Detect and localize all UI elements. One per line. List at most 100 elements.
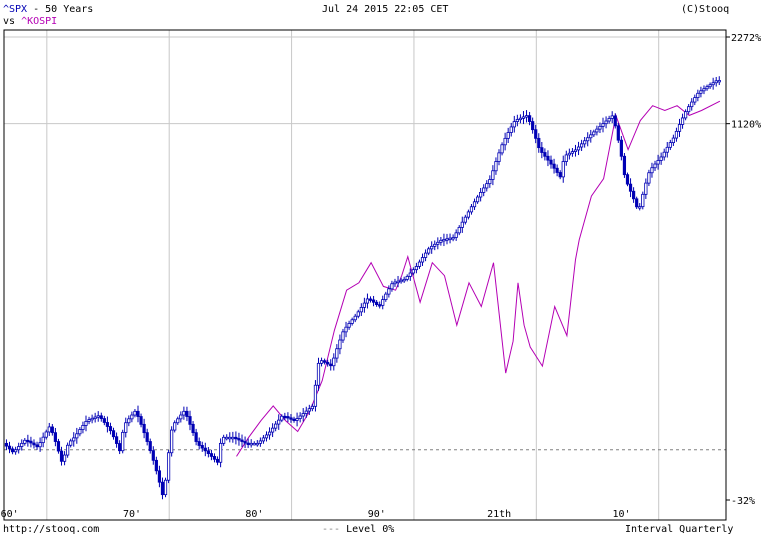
spx-candle-body [669,143,671,148]
spx-candle-body [611,116,613,119]
spx-candle-body [284,416,286,418]
spx-candle-body [415,266,417,269]
spx-candle-body [219,443,221,462]
spx-candle-body [372,300,374,302]
spx-candle-body [97,416,99,418]
spx-candle-body [608,118,610,121]
spx-candle-body [544,153,546,157]
spx-candle-body [504,138,506,144]
spx-candle-body [354,316,356,320]
spx-candle-body [69,441,71,445]
spx-candle-body [712,83,714,85]
spx-candle-body [342,332,344,340]
spx-candle-body [177,419,179,423]
spx-candle-body [507,133,509,139]
spx-candle-body [547,156,549,160]
spx-candle-body [250,443,252,445]
spx-candle-body [131,415,133,419]
spx-candle-body [403,279,405,281]
spx-candle-body [501,145,503,153]
spx-candle-body [639,207,641,209]
spx-candle-body [259,441,261,443]
spx-candle-body [85,421,87,425]
spx-candle-body [467,212,469,217]
spx-candle-body [82,425,84,429]
spx-candle-body [140,417,142,425]
spx-candle-body [617,126,619,140]
spx-candle-body [192,424,194,432]
spx-candle-body [229,437,231,439]
spx-candle-body [565,155,567,162]
spx-candle-body [345,327,347,332]
spx-candle-body [495,162,497,171]
spx-candle-body [210,454,212,457]
spx-candle-body [486,184,488,188]
x-tick-label: 90' [368,509,386,520]
spx-candle-body [366,299,368,303]
spx-candle-body [122,432,124,450]
spx-candle-body [76,434,78,438]
spx-candle-body [213,456,215,459]
spx-candle-body [17,447,19,450]
spx-candle-body [241,440,243,442]
spx-candle-body [226,437,228,439]
spx-candle-body [281,416,283,420]
spx-candle-body [311,406,313,408]
spx-candle-body [164,480,166,494]
x-tick-label: 10' [612,509,630,520]
spx-candle-body [118,444,120,451]
spx-candle-body [60,451,62,461]
spx-candle-body [125,423,127,433]
y-tick-label: 1120% [731,120,761,131]
spx-candle-body [519,118,521,120]
spx-candle-body [409,273,411,276]
spx-candle-body [648,173,650,183]
spx-candle-body [525,116,527,118]
spx-candle-body [645,183,647,194]
spx-candle-body [706,87,708,89]
spx-candle-body [180,415,182,419]
spx-candle-body [348,323,350,327]
spx-candle-body [167,453,169,480]
plot-frame [4,30,726,520]
spx-candle-body [238,438,240,440]
spx-candle-body [574,150,576,152]
spx-candle-body [718,80,720,82]
spx-candle-body [483,188,485,192]
spx-candle-body [700,91,702,94]
footer-level: --- Level 0% [322,524,394,535]
footer-url[interactable]: http://stooq.com [3,524,99,535]
spx-candle-body [654,164,656,168]
spx-candle-body [715,81,717,83]
spx-candle-body [580,144,582,147]
spx-candle-body [189,417,191,425]
spx-candle-body [587,138,589,141]
spx-candle-body [559,172,561,176]
spx-candle-body [293,419,295,421]
spx-candle-body [382,300,384,306]
spx-candle-body [375,302,377,304]
spx-candle-body [94,417,96,419]
spx-candle-body [317,363,319,385]
spx-candle-body [363,303,365,307]
spx-candle-body [11,449,13,452]
spx-candle-body [388,289,390,294]
spx-candle-body [296,419,298,421]
spx-candle-body [626,175,628,184]
spx-candle-body [446,239,448,241]
spx-candle-body [498,153,500,162]
spx-candle-body [623,156,625,174]
spx-candle-body [360,307,362,311]
spx-candle-body [464,217,466,222]
spx-candle-body [137,411,139,416]
spx-candle-body [492,171,494,180]
spx-candle-body [8,446,10,449]
spx-candle-body [57,442,59,452]
spx-candle-body [538,138,540,147]
spx-candle-body [314,385,316,406]
spx-candle-body [244,442,246,444]
spx-candle-body [42,437,44,442]
spx-candle-body [88,420,90,422]
spx-candle-body [528,116,530,122]
spx-candle-body [709,85,711,87]
